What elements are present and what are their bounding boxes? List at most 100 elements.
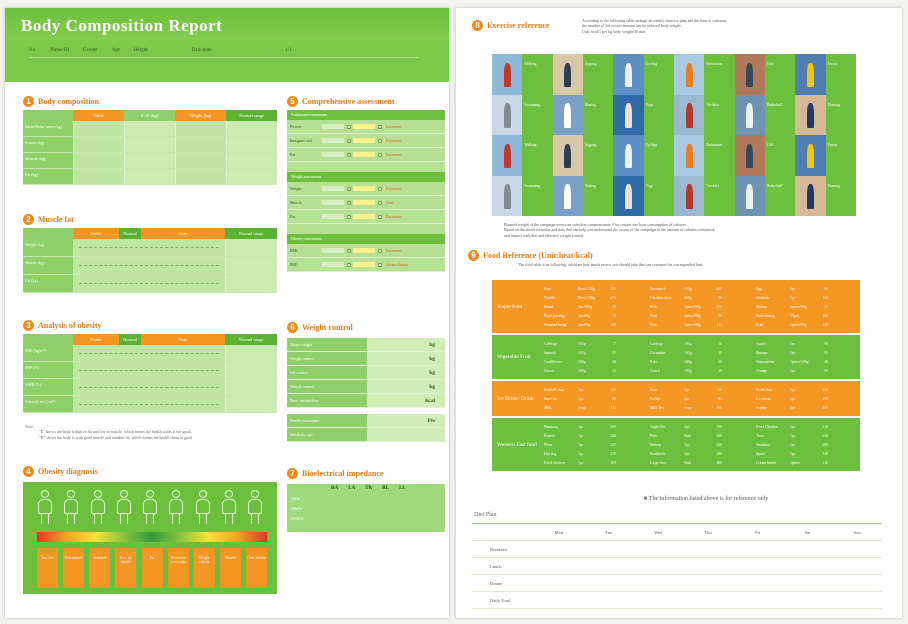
- col-header: Normal: [119, 334, 141, 345]
- checkbox[interactable]: [378, 214, 382, 219]
- section-title: Body composition: [38, 96, 100, 106]
- weight-control-row: Muscle control kg: [287, 380, 445, 394]
- food-kcal: 85: [718, 396, 722, 401]
- exercise-tile: Tennis: [825, 135, 856, 176]
- food-column: Beer 1pc 140 Coffee 1pc 85 Milk Tea 1cup 260: [648, 381, 754, 416]
- checkbox[interactable]: [347, 138, 351, 143]
- checkbox[interactable]: [378, 262, 382, 267]
- exercise-tile: Aerobics: [704, 94, 735, 135]
- food-unit: 100g: [578, 350, 586, 355]
- obesity-type-tile: Over obesity: [246, 548, 267, 588]
- checkbox[interactable]: [347, 186, 351, 191]
- assessment-level: Excessive: [386, 138, 402, 143]
- food-kcal: 260: [716, 424, 722, 429]
- checkbox[interactable]: [347, 248, 351, 253]
- checkbox[interactable]: [347, 124, 351, 129]
- food-kcal: 180: [822, 313, 828, 318]
- food-name: Milk: [544, 405, 552, 410]
- field-name: Name/ID: [50, 48, 69, 53]
- checkbox[interactable]: [347, 200, 351, 205]
- food-name: Smashed: [756, 442, 770, 447]
- food-kcal: 140: [822, 451, 828, 456]
- food-unit: 1pc: [790, 424, 796, 429]
- food-kcal: 250: [822, 433, 828, 438]
- col-header: Normal range: [225, 228, 277, 239]
- food-item: Hamburg 1pc 250: [544, 422, 646, 431]
- diet-plan-header: Mon Tue Wed Thu Fri Sat Sun: [472, 524, 882, 541]
- food-unit: Stub: [684, 433, 691, 438]
- food-kcal: 270: [610, 451, 616, 456]
- food-item: Smashed 1pc 280: [756, 440, 858, 449]
- row-label: Fat (kg): [23, 169, 73, 184]
- section-number: 5: [287, 95, 298, 107]
- section-title: Comprehensive assessment: [302, 96, 395, 106]
- day-header: Fri: [755, 529, 761, 535]
- exercise-photo: [674, 175, 705, 217]
- food-kcal: 112: [610, 405, 616, 410]
- food-name: Watermelon: [756, 359, 775, 364]
- food-unit: 100g: [684, 368, 692, 373]
- level-box: [353, 186, 375, 191]
- checkbox[interactable]: [378, 152, 382, 157]
- exercise-footnote: Planned weight of the campaign exercises…: [504, 222, 864, 238]
- section-title: Food Reference (Unit:heat/kcal): [483, 250, 593, 260]
- food-kcal: 45: [824, 359, 828, 364]
- assessment-name: Muscle: [290, 200, 302, 205]
- row-label: Protein (kg): [23, 137, 73, 152]
- food-kcal: 250: [716, 304, 722, 309]
- checkbox[interactable]: [378, 186, 382, 191]
- section-exercise-reference: 8 Exercise reference According to the fol…: [472, 18, 892, 34]
- food-unit: 150g: [684, 286, 692, 291]
- food-intro: The food table is as following, calculat…: [518, 262, 703, 267]
- food-unit: 1piece/80g: [790, 322, 807, 327]
- food-unit: 1cup: [684, 405, 692, 410]
- food-kcal: 130: [610, 387, 616, 392]
- row-label: WHR (%): [23, 379, 73, 395]
- food-name: Cream bread: [756, 460, 776, 465]
- food-kcal: 200: [822, 405, 828, 410]
- exercise-tile: Jogging: [583, 135, 614, 176]
- food-name: Coffee: [650, 396, 661, 401]
- food-unit: 1piece/80g: [684, 313, 701, 318]
- food-unit: 1pc: [578, 387, 584, 392]
- checkbox[interactable]: [378, 248, 382, 253]
- checkbox[interactable]: [378, 200, 382, 205]
- assessment-row: Inorganic salt Excessive: [287, 134, 445, 148]
- assessment-name: Fat: [290, 214, 296, 219]
- food-item: Apple Pie 1pc 260: [650, 422, 752, 431]
- section-title: Exercise reference: [487, 20, 550, 30]
- checkbox[interactable]: [378, 124, 382, 129]
- exercise-photo: [674, 135, 705, 176]
- exercise-photo: [492, 94, 523, 136]
- food-name: Gourd: [650, 368, 660, 373]
- food-item: Hot dog 1pc 270: [544, 449, 646, 458]
- level-box: [322, 152, 344, 157]
- food-name: Steamed bread: [544, 322, 567, 327]
- assessment-name: Fat: [290, 152, 296, 157]
- food-name: Hamburg: [544, 424, 559, 429]
- food-unit: 100g: [684, 341, 692, 346]
- checkbox[interactable]: [347, 214, 351, 219]
- checkbox[interactable]: [347, 152, 351, 157]
- weight-control-label: Muscle control: [287, 380, 367, 393]
- weight-control-unit: Pts: [367, 414, 445, 427]
- food-name: Drumstick: [650, 286, 667, 291]
- day-header: Sun: [853, 529, 861, 535]
- exercise-tile: Cycling: [643, 54, 674, 95]
- assessment-level: Over: [386, 200, 394, 205]
- food-kcal: 260: [716, 405, 722, 410]
- bullet-icon: ■: [643, 496, 648, 502]
- row-label: Weight (kg): [23, 239, 73, 256]
- impedance-column: TR: [365, 486, 373, 491]
- exercise-tile: Tennis: [825, 54, 856, 95]
- food-item: Plain porridge 1pc/60g 70: [544, 311, 646, 320]
- checkbox[interactable]: [347, 262, 351, 267]
- section-body-composition: 1 Body composition Value ICW (kg) Weight …: [23, 94, 277, 185]
- food-unit: 1pc: [578, 460, 584, 465]
- level-box: [353, 200, 375, 205]
- exercise-tile: Swimming: [522, 175, 553, 216]
- obesity-diagnosis-panel: Too thin Thin muscle Standard Low fat muscl…: [23, 482, 277, 594]
- checkbox[interactable]: [378, 138, 382, 143]
- diet-plan-row: Dinner: [472, 575, 882, 592]
- food-unit: 1pc: [790, 286, 796, 291]
